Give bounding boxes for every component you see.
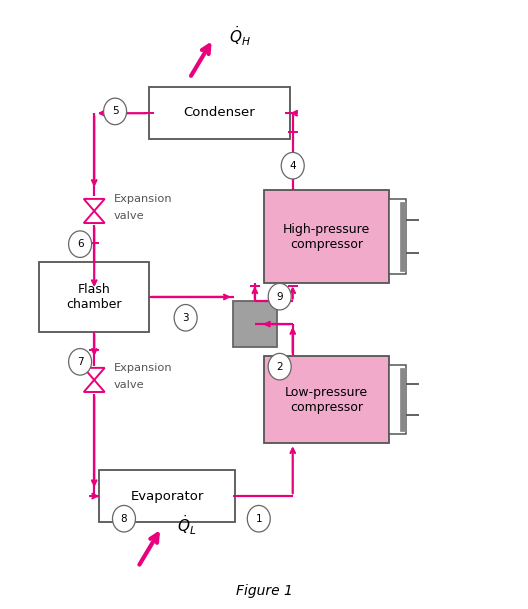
- Bar: [400, 202, 406, 272]
- Text: 9: 9: [276, 292, 283, 301]
- Polygon shape: [84, 199, 105, 211]
- Circle shape: [268, 283, 291, 310]
- Text: Evaporator: Evaporator: [130, 490, 204, 502]
- Bar: [389, 199, 406, 274]
- Circle shape: [103, 98, 127, 125]
- Text: 5: 5: [112, 107, 118, 116]
- Bar: [400, 368, 406, 431]
- Text: $\dot{Q}_L$: $\dot{Q}_L$: [177, 513, 196, 537]
- Bar: [389, 365, 406, 434]
- Text: Figure 1: Figure 1: [235, 584, 293, 598]
- Circle shape: [112, 505, 136, 532]
- Circle shape: [268, 353, 291, 380]
- Circle shape: [281, 152, 304, 179]
- Bar: [264, 190, 389, 283]
- Circle shape: [69, 231, 91, 258]
- Text: 3: 3: [182, 313, 189, 323]
- Polygon shape: [84, 380, 105, 392]
- Bar: [264, 356, 389, 443]
- Text: valve: valve: [114, 211, 145, 221]
- Text: 7: 7: [77, 357, 83, 367]
- Bar: [99, 470, 235, 522]
- Circle shape: [69, 348, 91, 375]
- Circle shape: [174, 304, 197, 331]
- Text: valve: valve: [114, 380, 145, 390]
- Text: 2: 2: [276, 362, 283, 371]
- Text: Flash
chamber: Flash chamber: [67, 283, 122, 311]
- Text: 6: 6: [77, 239, 83, 249]
- Text: Expansion: Expansion: [114, 363, 173, 373]
- Text: High-pressure
compressor: High-pressure compressor: [283, 223, 370, 251]
- Bar: [233, 301, 277, 347]
- Bar: [40, 262, 149, 332]
- Text: Condenser: Condenser: [184, 107, 256, 119]
- Polygon shape: [84, 368, 105, 380]
- Text: Low-pressure
compressor: Low-pressure compressor: [285, 385, 368, 414]
- Circle shape: [247, 505, 270, 532]
- Text: 4: 4: [289, 161, 296, 171]
- Text: 8: 8: [121, 514, 127, 524]
- Text: $\dot{Q}_H$: $\dot{Q}_H$: [229, 24, 251, 48]
- Text: 1: 1: [256, 514, 262, 524]
- Text: Expansion: Expansion: [114, 194, 173, 204]
- Bar: [149, 87, 290, 139]
- Polygon shape: [84, 211, 105, 223]
